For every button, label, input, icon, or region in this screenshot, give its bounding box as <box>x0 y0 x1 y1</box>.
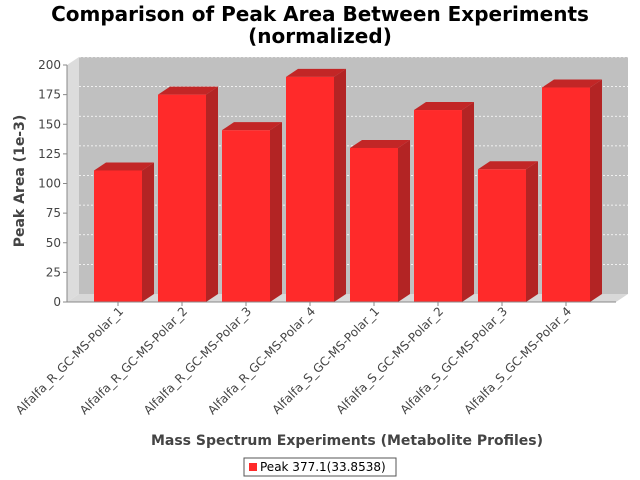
x-tick-label: Alfalfa_R_GC-MS-Polar_4 <box>205 304 318 417</box>
legend: Peak 377.1(33.8538) <box>243 457 397 477</box>
bar-front <box>286 76 334 302</box>
y-tick-label: 125 <box>38 147 61 161</box>
y-axis-label: Peak Area (1e-3) <box>12 115 28 248</box>
x-tick-label: Alfalfa_R_GC-MS-Polar_1 <box>13 304 126 417</box>
bar <box>222 122 282 302</box>
y-tick-label: 25 <box>46 265 61 279</box>
x-tick-label: Alfalfa_S_GC-MS-Polar_4 <box>461 304 574 417</box>
y-tick-label: 150 <box>38 117 61 131</box>
x-axis-label: Mass Spectrum Experiments (Metabolite Pr… <box>151 433 543 449</box>
y-tick-label: 200 <box>38 58 61 72</box>
bar-front <box>350 147 398 302</box>
legend-item-label: Peak 377.1(33.8538) <box>260 460 386 474</box>
y-tick-label: 50 <box>46 236 61 250</box>
bar <box>542 79 602 302</box>
bar <box>478 161 538 302</box>
bar-front <box>158 94 206 302</box>
bar-side <box>206 86 218 302</box>
bar-top <box>414 102 474 111</box>
bar-top <box>158 86 218 95</box>
bars <box>94 68 602 302</box>
x-tick-label: Alfalfa_S_GC-MS-Polar_2 <box>333 304 446 417</box>
legend-box <box>243 457 397 477</box>
bar-front <box>414 110 462 302</box>
bar-front <box>542 87 590 302</box>
chart-title-line1: Comparison of Peak Area Between Experime… <box>51 2 589 26</box>
bar <box>94 162 154 302</box>
x-tick-label: Alfalfa_S_GC-MS-Polar_3 <box>397 304 510 417</box>
bar-top <box>542 79 602 88</box>
x-tick-label: Alfalfa_R_GC-MS-Polar_2 <box>77 304 190 417</box>
bar <box>350 139 410 302</box>
bar <box>286 68 346 302</box>
x-tick-label: Alfalfa_S_GC-MS-Polar_1 <box>269 304 382 417</box>
bar-side <box>142 162 154 302</box>
bar-top <box>478 161 538 170</box>
y-tick-label: 100 <box>38 177 61 191</box>
bar-top <box>286 68 346 77</box>
x-axis: Alfalfa_R_GC-MS-Polar_1Alfalfa_R_GC-MS-P… <box>13 301 616 417</box>
legend-swatch <box>249 463 257 471</box>
chart-title-line2: (normalized) <box>248 24 392 48</box>
bar-front <box>222 130 270 302</box>
plot-side-wall <box>67 57 79 302</box>
bar-top <box>222 122 282 131</box>
y-tick-label: 0 <box>53 295 61 309</box>
bar-side <box>398 139 410 302</box>
bar-side <box>462 102 474 302</box>
y-axis: 0 25 50 75 100 125 150 175 200 <box>38 58 68 309</box>
y-tick-label: 75 <box>46 206 61 220</box>
bar-side <box>270 122 282 302</box>
bar-side <box>334 68 346 302</box>
bar-top <box>94 162 154 171</box>
bar-side <box>590 79 602 302</box>
x-tick-label: Alfalfa_R_GC-MS-Polar_3 <box>141 304 254 417</box>
bar <box>158 86 218 302</box>
y-tick-label: 175 <box>38 88 61 102</box>
bar-side <box>526 161 538 302</box>
bar-front <box>478 169 526 302</box>
bar <box>414 102 474 302</box>
bar-front <box>94 170 142 302</box>
bar-top <box>350 139 410 148</box>
